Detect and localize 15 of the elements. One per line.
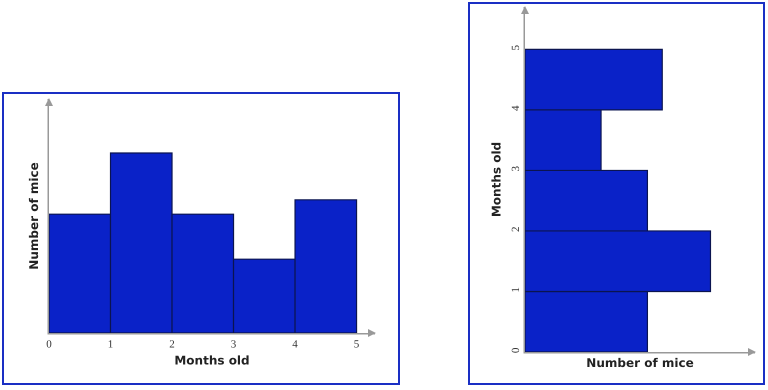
y-tick-label: 2 [510,226,522,232]
x-axis-title: Number of mice [586,356,694,370]
x-tick-label: 1 [108,338,114,351]
y-tick-label: 3 [510,166,522,172]
x-axis-title: Months old [174,353,250,368]
x-tick-label: 0 [46,338,52,351]
y-axis-title: Months old [490,142,504,218]
x-tick-label: 4 [292,338,298,351]
x-tick-label: 2 [169,338,175,351]
x-tick-label: 3 [230,338,237,351]
x-tick-label: 5 [354,338,360,351]
y-tick-label: 4 [510,104,522,111]
y-axis-title: Number of mice [27,162,42,270]
y-tick-label: 1 [510,287,522,293]
y-tick-label: 5 [510,44,522,50]
